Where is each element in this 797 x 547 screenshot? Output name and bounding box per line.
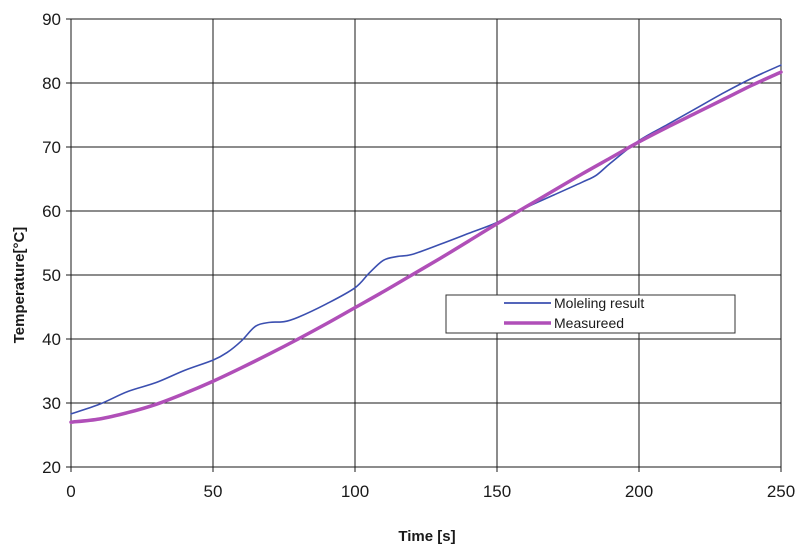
series-line-measured — [69, 70, 783, 424]
y-tick-label: 60 — [42, 202, 61, 221]
grid — [66, 18, 782, 472]
y-axis-title: Temperature[°C] — [11, 227, 28, 344]
y-tick-label: 30 — [42, 394, 61, 413]
x-tick-label: 50 — [204, 482, 223, 501]
legend-label-moleling: Moleling result — [554, 295, 644, 311]
tick-labels: 0 50 100 150 200 250 20 30 40 50 60 70 80 90 — [42, 10, 795, 501]
legend-label-measured: Measureed — [554, 315, 624, 331]
x-tick-label: 100 — [341, 482, 369, 501]
y-tick-label: 70 — [42, 138, 61, 157]
x-tick-label: 150 — [483, 482, 511, 501]
y-tick-label: 40 — [42, 330, 61, 349]
x-tick-label: 200 — [625, 482, 653, 501]
y-tick-label: 80 — [42, 74, 61, 93]
y-tick-label: 20 — [42, 458, 61, 477]
x-tick-label: 0 — [66, 482, 75, 501]
x-tick-label: 250 — [767, 482, 795, 501]
legend: Moleling result Measureed — [445, 294, 736, 334]
legend-box — [445, 294, 736, 334]
series-layer — [69, 64, 783, 424]
y-tick-label: 50 — [42, 266, 61, 285]
y-tick-label: 90 — [42, 10, 61, 29]
series-line-moleling-result — [70, 64, 782, 415]
x-axis-title: Time [s] — [398, 528, 455, 545]
